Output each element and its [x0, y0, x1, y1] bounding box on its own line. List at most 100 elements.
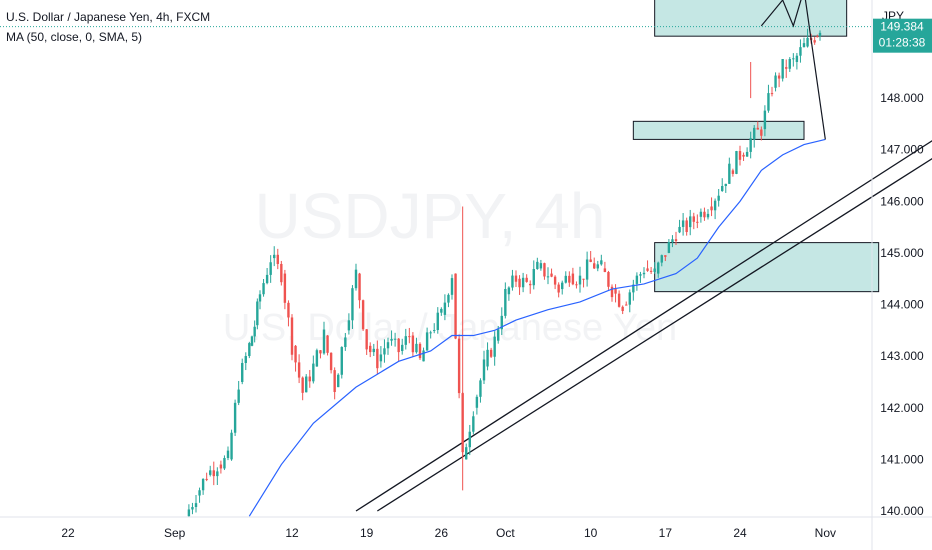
candle-body [536, 261, 539, 270]
candle-body [223, 458, 226, 469]
candle-body [713, 200, 717, 211]
candle-body [244, 356, 247, 363]
trendline [376, 157, 932, 512]
candle-body [475, 396, 479, 408]
candle-body [521, 277, 525, 288]
candle-body [209, 470, 212, 475]
candle-body [681, 220, 685, 227]
candle-body [250, 336, 254, 346]
time-tick-label: 17 [659, 526, 673, 540]
indicator-legend[interactable]: MA (50, close, 0, SMA, 5) [6, 30, 143, 44]
candle-body [440, 308, 443, 313]
candle-body [607, 272, 610, 287]
candle-body [557, 284, 560, 293]
price-tick-label: 148.000 [880, 91, 924, 105]
candle-body [667, 242, 671, 253]
time-tick-label: 26 [435, 526, 449, 540]
price-tick-label: 141.000 [880, 452, 924, 466]
candle-body [770, 93, 774, 95]
candle-body [265, 274, 269, 284]
candle-body [628, 292, 631, 305]
price-tick-label: 142.000 [880, 401, 924, 415]
candle-body [273, 254, 276, 259]
candle-body [433, 330, 436, 332]
candle-body [326, 335, 329, 353]
last-price-value: 149.384 [880, 20, 924, 34]
candle-body [390, 338, 393, 341]
candle-body [319, 350, 322, 354]
candle-body [699, 211, 703, 217]
candle-body [482, 359, 486, 381]
candle-body [571, 273, 575, 285]
candle-body [568, 275, 571, 283]
time-tick-label: 24 [733, 526, 747, 540]
candle-body [753, 127, 756, 140]
candle-body [511, 275, 514, 288]
candle-body [447, 294, 450, 303]
candle-body [276, 254, 279, 264]
candle-body [418, 343, 422, 359]
zone-box [632, 120, 805, 140]
candle-body [493, 336, 496, 357]
candle-body [706, 213, 710, 218]
candle-body [603, 268, 607, 273]
candle-body [287, 302, 290, 318]
time-tick-label: Nov [815, 526, 836, 540]
price-tick-label: 146.000 [880, 194, 924, 208]
watermark-ticker: USDJPY, 4h [255, 180, 606, 252]
candle-body [294, 345, 297, 363]
candle-body [457, 338, 461, 394]
candle-body [635, 275, 639, 284]
candle-body [585, 259, 589, 280]
candle-body [742, 154, 745, 157]
candle-body [337, 374, 340, 388]
candle-body [422, 350, 425, 362]
candle-body [664, 255, 667, 257]
price-axis[interactable]: 140.000 141.000 142.000 143.000 144.000 145.0… [880, 40, 924, 519]
candle-body [383, 348, 386, 355]
candle-body [710, 206, 713, 211]
candle-body [546, 276, 550, 278]
candle-body [657, 262, 660, 274]
candles [187, 28, 822, 518]
candle-body [767, 93, 770, 111]
candle-body [468, 431, 471, 448]
candle-body [518, 278, 521, 288]
candle-body [497, 329, 500, 341]
candle-body [258, 294, 262, 302]
candle-body [233, 402, 237, 433]
candle-body [465, 447, 468, 460]
candle-body [369, 345, 372, 353]
price-tick-label: 147.000 [880, 143, 924, 157]
candle-body [280, 263, 283, 283]
candle-body [237, 389, 240, 403]
candle-body [241, 362, 244, 382]
candle-body [532, 269, 535, 286]
candle-body [774, 75, 777, 88]
candle-body [372, 348, 375, 353]
candle-body [472, 416, 475, 432]
candle-body [262, 283, 265, 295]
candle-body [312, 363, 315, 382]
projection-line [760, 0, 826, 140]
time-axis[interactable]: 22 Sep 12 19 26 Oct 10 17 24 Nov [61, 526, 836, 540]
symbol-title[interactable]: U.S. Dollar / Japanese Yen, 4h, FXCM [6, 10, 211, 24]
candle-body [735, 151, 738, 174]
candle-body [351, 288, 354, 321]
candle-body [639, 274, 642, 276]
price-tick-label: 140.000 [880, 504, 924, 518]
ma-line [248, 138, 826, 517]
candle-body [642, 272, 646, 275]
candle-body [777, 75, 781, 79]
candle-body [230, 432, 233, 460]
candle-body [322, 329, 326, 354]
zone-box [654, 242, 880, 293]
candle-body [610, 286, 614, 298]
candle-body [816, 36, 819, 38]
candle-body [340, 347, 343, 375]
candle-body [788, 59, 791, 69]
candle-body [315, 350, 319, 367]
candle-body [671, 239, 674, 243]
candle-body [593, 263, 596, 269]
